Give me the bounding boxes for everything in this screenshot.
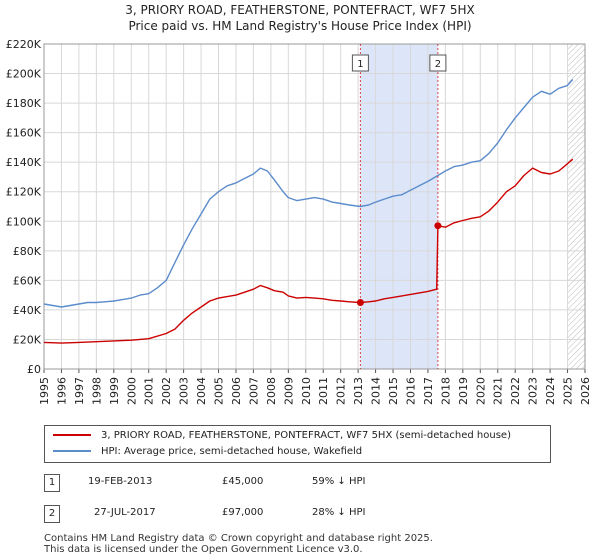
x-tick-label: 2015 [387,377,400,405]
transaction-hpi-diff: 28% ↓ HPI [312,507,366,518]
x-tick-label: 2018 [439,377,452,405]
y-tick-label: £40K [13,304,42,317]
chart-title-line2: Price paid vs. HM Land Registry's House … [128,19,472,33]
y-tick-label: £120K [6,186,42,199]
sale-point [434,222,442,230]
transaction-price: £97,000 [222,507,264,518]
x-tick-label: 1999 [108,377,121,405]
x-tick-label: 2009 [282,377,295,405]
x-tick-label: 1996 [55,377,68,405]
x-tick-label: 2006 [230,377,243,405]
x-tick-label: 2025 [562,377,575,405]
plot-frame [43,43,586,370]
y-tick-label: £200K [6,68,42,81]
x-tick-label: 2021 [492,377,505,405]
footer-copyright: Contains HM Land Registry data © Crown c… [44,533,433,544]
x-tick-label: 1995 [38,377,51,405]
y-tick-label: £220K [6,38,42,51]
transaction-date: 27-JUL-2017 [94,507,156,518]
x-tick-label: 2012 [335,377,348,405]
transaction-number-badge: 1 [44,474,60,492]
y-tick-label: £100K [6,215,42,228]
x-tick-label: 2004 [195,377,208,405]
transaction-date: 19-FEB-2013 [88,476,153,487]
price-chart: £0 £20K £40K £60K £80K £100K £120K £140K £160K £1… [6,38,592,405]
legend-swatch-property [53,434,91,436]
legend-label-hpi: HPI: Average price, semi-detached house,… [101,446,363,457]
y-tick-label: £20K [13,333,42,346]
legend-item-hpi: HPI: Average price, semi-detached house,… [53,445,362,459]
sale-marker-label: 2 [435,59,441,70]
forecast-hatch [567,44,585,369]
y-tick-label: £140K [6,156,42,169]
hpi-line [43,79,574,308]
y-tick-label: £0 [27,363,41,376]
x-tick-label: 2008 [265,377,278,405]
y-tick-label: £80K [13,245,42,258]
x-tick-label: 2023 [527,377,540,405]
x-tick-label: 2003 [178,377,191,405]
chart-legend: 3, PRIORY ROAD, FEATHERSTONE, PONTEFRACT… [44,425,551,463]
x-tick-label: 2007 [247,377,260,405]
legend-item-property: 3, PRIORY ROAD, FEATHERSTONE, PONTEFRACT… [53,429,511,443]
x-tick-label: 2013 [352,377,365,405]
transaction-number-badge: 2 [44,505,60,523]
x-tick-label: 2020 [474,377,487,405]
y-tick-label: £160K [6,127,42,140]
x-tick-label: 1997 [73,377,86,405]
sale-point [356,299,364,307]
x-tick-label: 2005 [213,377,226,405]
transaction-price: £45,000 [222,476,264,487]
chart-title-line1: 3, PRIORY ROAD, FEATHERSTONE, PONTEFRACT… [125,3,475,17]
x-tick-label: 2026 [579,377,592,405]
legend-swatch-hpi [53,450,91,452]
x-tick-label: 2024 [544,377,557,405]
x-tick-label: 2016 [404,377,417,405]
transaction-hpi-diff: 59% ↓ HPI [312,476,366,487]
legend-label-property: 3, PRIORY ROAD, FEATHERSTONE, PONTEFRACT… [101,430,511,441]
x-tick-label: 2019 [457,377,470,405]
x-tick-label: 2014 [370,377,383,405]
footer-licence: This data is licensed under the Open Gov… [44,544,363,555]
x-tick-label: 2010 [300,377,313,405]
sale-marker-box [429,54,447,72]
x-tick-label: 2002 [160,377,173,405]
x-tick-label: 2017 [422,377,435,405]
x-tick-label: 2000 [125,377,138,405]
property-price-line [43,158,574,344]
sale-marker-label: 1 [357,59,363,70]
shaded-period [360,44,438,369]
x-tick-label: 1998 [90,377,103,405]
y-tick-label: £180K [6,97,42,110]
plot-area [44,44,585,369]
x-tick-label: 2022 [509,377,522,405]
sale-marker-box [351,54,369,72]
x-tick-label: 2011 [317,377,330,405]
y-tick-label: £60K [13,274,42,287]
x-tick-label: 2001 [143,377,156,405]
